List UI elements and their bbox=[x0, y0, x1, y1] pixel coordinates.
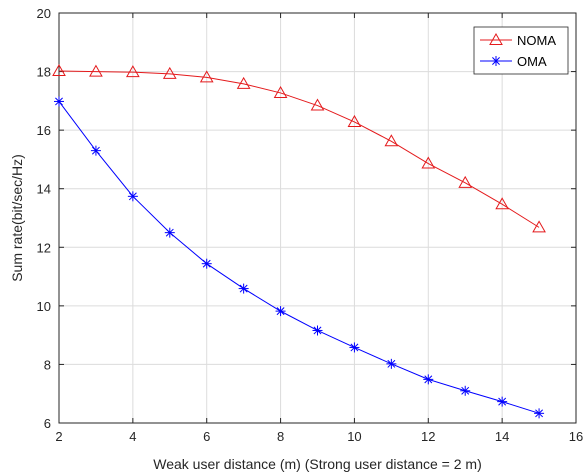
noma-point bbox=[458, 175, 473, 188]
oma-point bbox=[275, 306, 286, 317]
asterisk-stroke bbox=[535, 409, 544, 418]
legend-item-oma: OMA bbox=[480, 54, 547, 69]
y-tick-label: 20 bbox=[37, 6, 51, 21]
oma-point bbox=[201, 258, 212, 269]
asterisk-stroke bbox=[165, 228, 174, 237]
legend-label-oma: OMA bbox=[517, 54, 547, 69]
asterisk-stroke bbox=[498, 397, 507, 406]
y-tick-label: 14 bbox=[37, 182, 51, 197]
y-tick-label: 8 bbox=[44, 357, 51, 372]
legend-marker-noma bbox=[489, 32, 503, 45]
noma-point bbox=[125, 65, 140, 78]
x-tick-label: 12 bbox=[421, 429, 435, 444]
noma-point bbox=[199, 70, 214, 83]
noma-point bbox=[347, 114, 362, 127]
oma-point bbox=[534, 408, 545, 419]
y-tick-label: 6 bbox=[44, 416, 51, 431]
oma-point bbox=[460, 385, 471, 396]
noma-point bbox=[310, 98, 325, 111]
oma-point bbox=[312, 325, 323, 336]
oma-point bbox=[90, 145, 101, 156]
oma-point bbox=[423, 374, 434, 385]
asterisk-stroke bbox=[387, 359, 396, 368]
series-noma bbox=[52, 63, 546, 233]
oma-point bbox=[497, 396, 508, 407]
noma-point bbox=[162, 66, 177, 79]
legend-items: NOMA OMA bbox=[480, 32, 556, 69]
y-tick-label: 18 bbox=[37, 65, 51, 80]
oma-point bbox=[349, 342, 360, 353]
asterisk-stroke bbox=[313, 326, 322, 335]
oma-point bbox=[127, 191, 138, 202]
asterisk-stroke bbox=[128, 192, 137, 201]
asterisk-stroke bbox=[276, 307, 285, 316]
asterisk-stroke bbox=[239, 284, 248, 293]
asterisk-stroke bbox=[461, 386, 470, 395]
asterisk-stroke bbox=[424, 375, 433, 384]
noma-point bbox=[384, 134, 399, 147]
legend-marker-oma bbox=[491, 56, 501, 66]
asterisk-stroke bbox=[492, 57, 500, 65]
oma-line bbox=[58, 101, 540, 414]
legend-item-noma: NOMA bbox=[480, 32, 556, 48]
x-axis-label: Weak user distance (m) (Strong user dist… bbox=[153, 456, 481, 472]
legend: NOMA OMA bbox=[473, 26, 569, 75]
noma-point bbox=[52, 63, 66, 76]
y-tick-label: 16 bbox=[37, 123, 51, 138]
noma-point bbox=[273, 85, 288, 98]
legend-box bbox=[473, 26, 569, 75]
x-tick-label: 16 bbox=[569, 429, 583, 444]
x-tick-label: 2 bbox=[55, 429, 62, 444]
x-tick-label: 4 bbox=[129, 429, 136, 444]
noma-point bbox=[89, 64, 103, 77]
noma-point bbox=[532, 220, 546, 233]
x-tick-label: 14 bbox=[495, 429, 509, 444]
asterisk-stroke bbox=[91, 146, 100, 155]
y-tick-label: 12 bbox=[37, 240, 51, 255]
legend-label-noma: NOMA bbox=[517, 33, 556, 48]
oma-point bbox=[386, 358, 397, 369]
asterisk-stroke bbox=[202, 259, 211, 268]
asterisk-stroke bbox=[55, 97, 63, 106]
oma-point bbox=[238, 283, 249, 294]
series-layer bbox=[52, 63, 546, 419]
x-tick-label: 10 bbox=[347, 429, 361, 444]
y-axis-label: Sum rate(bit/sec/Hz) bbox=[9, 154, 25, 282]
x-tick-label: 8 bbox=[277, 429, 284, 444]
noma-line bbox=[58, 70, 540, 228]
noma-point bbox=[495, 197, 510, 210]
oma-point bbox=[164, 227, 175, 238]
asterisk-stroke bbox=[350, 343, 359, 352]
series-oma bbox=[54, 96, 545, 419]
x-tick-label: 6 bbox=[203, 429, 210, 444]
axis-ticks: 2 4 6 8 10 12 14 16 6 8 10 12 14 16 18 20 bbox=[37, 6, 584, 444]
noma-point bbox=[236, 76, 251, 89]
oma-point bbox=[54, 96, 64, 107]
plot-frame bbox=[58, 12, 577, 424]
noma-point bbox=[421, 156, 436, 169]
y-tick-label: 10 bbox=[37, 299, 51, 314]
